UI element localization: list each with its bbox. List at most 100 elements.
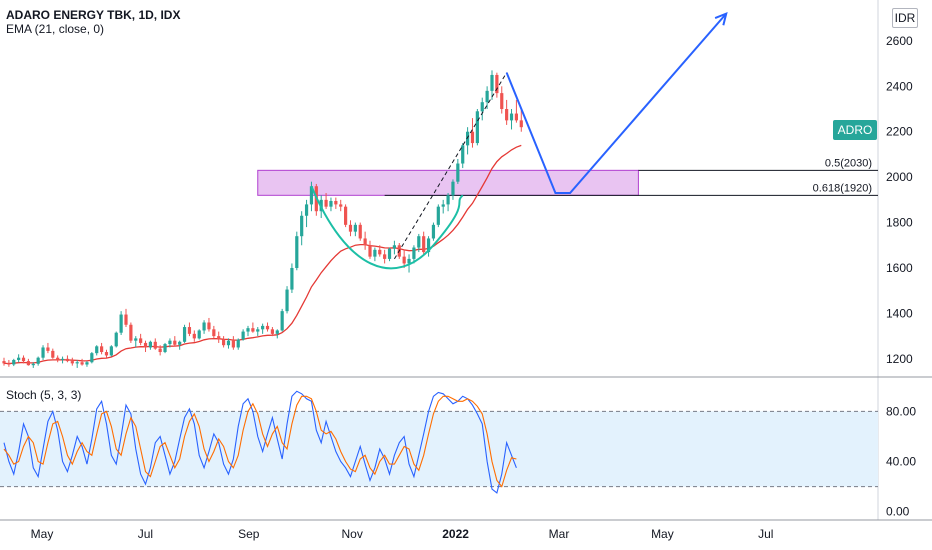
candle <box>514 99 518 123</box>
candle-body <box>334 200 338 205</box>
candle-body <box>104 352 109 356</box>
candle-body <box>241 331 245 340</box>
candle-body <box>446 195 450 205</box>
ticker-badge: ADRO <box>833 120 877 140</box>
time-tick-label: Sep <box>238 527 260 541</box>
candle <box>36 356 40 366</box>
stoch-tick-label: 0.00 <box>886 505 910 519</box>
candle-body <box>148 341 152 348</box>
projection-arrowhead <box>714 11 728 26</box>
candle <box>456 158 460 184</box>
candle-body <box>290 267 294 290</box>
candle-body <box>2 361 6 364</box>
candle <box>344 204 348 228</box>
candle-body <box>80 362 84 365</box>
candle <box>300 211 304 246</box>
price-tick-label: 2600 <box>886 34 913 48</box>
candle <box>148 340 152 350</box>
fib-zone <box>257 169 639 196</box>
candle-body <box>21 357 26 362</box>
candle-body <box>226 340 231 346</box>
candle-body <box>344 206 348 225</box>
candle-body <box>309 186 314 205</box>
candle <box>280 308 284 332</box>
candle-body <box>163 344 167 353</box>
candle <box>295 231 299 271</box>
candle-body <box>426 238 431 253</box>
candle <box>124 308 128 328</box>
candle <box>114 331 118 348</box>
time-tick-label: May <box>651 527 674 541</box>
candle-body <box>470 131 475 144</box>
stoch-legend: Stoch (5, 3, 3) <box>6 388 82 402</box>
candle-body <box>187 327 192 334</box>
candle <box>75 359 79 368</box>
candle-body <box>490 74 494 91</box>
candle-body <box>75 362 79 364</box>
candle-body <box>261 325 265 330</box>
candle <box>197 329 201 340</box>
candle <box>60 356 65 364</box>
candle <box>2 357 6 366</box>
stoch-k-line <box>3 390 517 494</box>
candle-body <box>134 338 138 341</box>
candle-body <box>363 238 367 246</box>
candle <box>412 245 416 264</box>
candle-body <box>422 236 426 253</box>
candle <box>212 325 216 339</box>
candle <box>90 352 94 364</box>
candle-body <box>168 340 172 345</box>
candle <box>207 317 211 332</box>
candle-body <box>519 120 523 128</box>
candle-body <box>475 111 479 144</box>
candle-body <box>46 347 50 351</box>
candle <box>256 327 260 337</box>
candle <box>485 86 489 110</box>
candle-body <box>256 329 260 332</box>
candle-body <box>192 333 196 339</box>
cup-pattern-arc <box>310 185 464 270</box>
candle <box>446 193 450 212</box>
candle <box>241 329 245 341</box>
candle <box>324 193 328 209</box>
currency-button[interactable]: IDR <box>892 8 918 28</box>
candle-body <box>109 346 113 356</box>
candle-body <box>178 341 182 345</box>
candle <box>134 336 138 348</box>
candle-body <box>441 204 445 207</box>
candle <box>275 329 279 339</box>
candle <box>231 336 235 350</box>
candle <box>290 263 294 293</box>
candle <box>441 199 445 214</box>
ema-legend: EMA (21, close, 0) <box>6 22 105 36</box>
candle <box>383 249 387 264</box>
time-tick-label: 2022 <box>442 527 469 541</box>
candle <box>470 118 475 148</box>
candle-body <box>275 330 279 334</box>
candle <box>65 355 70 363</box>
candle-body <box>246 328 250 332</box>
stoch-d-line <box>3 395 517 488</box>
candle-body <box>461 145 465 164</box>
price-tick-label: 1800 <box>886 216 913 230</box>
candle <box>353 222 357 237</box>
candle-body <box>285 289 289 312</box>
candle-body <box>270 329 274 334</box>
candle <box>519 109 523 132</box>
candle-body <box>26 361 30 366</box>
candle-body <box>324 199 328 207</box>
price-tick-label: 2000 <box>886 170 913 184</box>
candle <box>480 97 484 121</box>
candle-body <box>7 363 11 365</box>
time-tick-label: Jul <box>758 527 773 541</box>
candle-body <box>129 324 133 341</box>
candle-body <box>212 329 216 337</box>
candle <box>339 199 343 212</box>
candle-body <box>417 236 421 248</box>
candle-body <box>431 224 436 239</box>
candle-body <box>90 353 94 363</box>
candle-body <box>114 332 118 347</box>
price-tick-label: 2400 <box>886 79 913 93</box>
candle-body <box>304 204 309 216</box>
